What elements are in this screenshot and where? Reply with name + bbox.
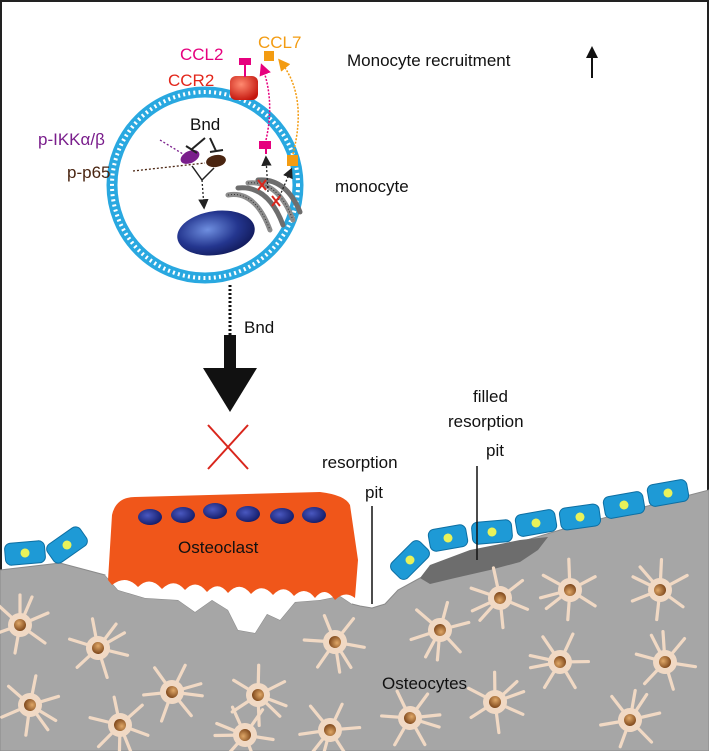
ccl7-label: CCL7 xyxy=(258,33,301,52)
osteoclast-nucleus xyxy=(302,507,326,523)
osteocyte xyxy=(213,705,275,751)
osteocyte xyxy=(466,670,526,735)
osteocyte-network xyxy=(0,557,698,751)
osteocyte xyxy=(528,632,591,690)
arrow-to-nucleus xyxy=(198,179,209,210)
ccl2-ligand xyxy=(239,58,251,65)
ccr2-receptor xyxy=(230,76,258,100)
ccl7-secretion-arrow xyxy=(278,58,299,155)
ccl2-intracellular xyxy=(259,141,271,149)
osteoclast-label: Osteoclast xyxy=(178,538,259,557)
golgi-to-ccl7-arrow xyxy=(277,167,293,201)
ccl2-ligand-stalk xyxy=(244,65,246,77)
osteocyte xyxy=(88,695,150,751)
monocyte-membrane-bilayer xyxy=(110,90,300,280)
p-ikk-leader-line xyxy=(159,139,184,155)
filled-pit-label-line1: filled xyxy=(473,387,508,406)
ccl2-intracellular-stalk xyxy=(265,149,267,154)
osteoclast-nucleus xyxy=(171,507,195,523)
ccl2-label: CCL2 xyxy=(180,45,223,64)
p-p65-label: p-p65 xyxy=(67,163,110,182)
p-ikk-label: p-IKKα/β xyxy=(38,130,105,149)
upward-arrow-icon xyxy=(586,46,598,78)
inside-inhibition-x-2 xyxy=(271,195,281,207)
lining-cell xyxy=(427,524,469,552)
osteoclast-nuclei xyxy=(138,503,326,525)
lining-cell xyxy=(514,509,558,537)
resorption-lacuna xyxy=(105,575,352,633)
osteoclast-nucleus xyxy=(138,509,162,525)
bnd-inhibit-p65 xyxy=(209,137,217,152)
golgi-apparatus xyxy=(225,177,303,233)
bnd-inside-label: Bnd xyxy=(190,115,220,134)
osteocyte xyxy=(68,617,130,680)
bnd-inhibit-ikk xyxy=(191,137,206,150)
osteoclast-nucleus xyxy=(236,506,260,522)
filled-pit-label-line3: pit xyxy=(486,441,504,460)
osteocyte xyxy=(0,593,50,655)
lining-cell xyxy=(602,491,646,519)
ccl2-secretion-arrow xyxy=(259,63,271,141)
inside-inhibition-x-1 xyxy=(257,179,267,191)
resorption-pit-label-line1: resorption xyxy=(322,453,398,472)
monocyte-cell xyxy=(106,51,304,284)
osteocyte xyxy=(298,702,362,751)
p-p65-protein xyxy=(206,154,226,168)
osteocyte xyxy=(634,630,698,691)
bnd-inhibit-ikk-bar xyxy=(185,145,198,154)
filled-pit-label-line2: resorption xyxy=(448,412,524,431)
osteocyte xyxy=(302,614,366,674)
ccr2-label: CCR2 xyxy=(168,71,214,90)
filled-resorption-pit xyxy=(420,537,548,584)
lining-cell xyxy=(558,503,602,531)
osteocyte xyxy=(538,557,597,622)
osteocyte xyxy=(469,566,530,630)
osteocyte xyxy=(380,689,442,747)
resorption-pit-label-line2: pit xyxy=(365,483,383,502)
osteocyte xyxy=(230,663,288,728)
ccl7-ligand xyxy=(264,51,274,61)
osteoclast-nucleus xyxy=(270,508,294,524)
osteocyte xyxy=(409,600,471,662)
p-p65-leader-line xyxy=(132,162,206,172)
bnd-arrow-label: Bnd xyxy=(244,318,274,337)
osteoclast-cell xyxy=(108,492,358,600)
osteoclastogenesis-inhibition-x xyxy=(207,424,249,470)
p-ikk-protein xyxy=(180,150,200,164)
lining-cell xyxy=(471,519,513,545)
monocyte-label: monocyte xyxy=(335,177,409,196)
osteoclast-nucleus xyxy=(203,503,227,519)
monocyte-recruitment-label: Monocyte recruitment xyxy=(347,51,511,70)
osteocytes-label: Osteocytes xyxy=(382,674,467,693)
osteocyte xyxy=(630,557,689,622)
lining-cell xyxy=(46,526,88,564)
osteocyte xyxy=(142,663,204,723)
bnd-migration-arrow xyxy=(203,285,257,412)
lining-cell xyxy=(646,479,690,507)
lining-cell xyxy=(390,540,430,580)
osteocyte xyxy=(599,688,662,749)
osteocyte xyxy=(0,674,61,737)
ccl7-intracellular xyxy=(287,155,298,166)
bnd-inhibit-p65-bar xyxy=(209,149,224,153)
bone-lining-cells xyxy=(4,479,690,580)
monocyte-nucleus xyxy=(177,210,255,256)
golgi-to-ccl2-arrow xyxy=(261,155,272,193)
lining-cell xyxy=(4,540,46,566)
